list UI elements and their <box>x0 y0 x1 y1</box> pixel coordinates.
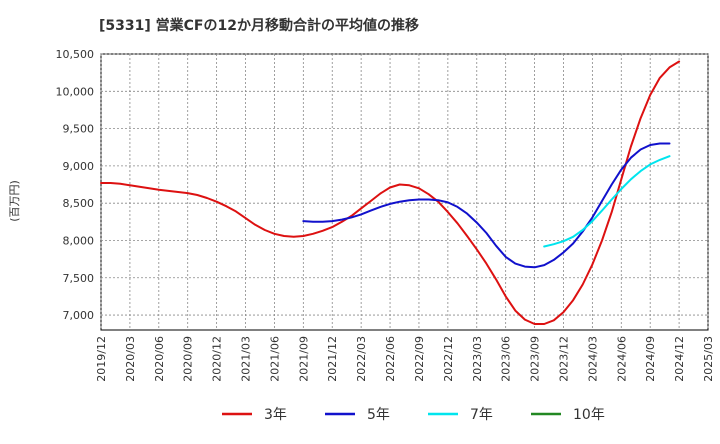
x-tick-label: 2020/03 <box>124 336 137 382</box>
x-tick-label: 2025/03 <box>702 336 715 382</box>
x-tick-label: 2023/12 <box>557 336 570 382</box>
series-line-2 <box>543 155 671 248</box>
x-tick-label: 2023/09 <box>529 336 542 382</box>
x-tick-label: 2022/03 <box>355 336 368 382</box>
legend-label-3: 10年 <box>573 407 605 423</box>
x-tick-label: 2021/09 <box>297 336 310 382</box>
x-tick-label: 2020/12 <box>211 336 224 382</box>
legend-label-0: 3年 <box>264 407 287 423</box>
y-tick-label: 9,500 <box>63 123 95 136</box>
x-tick-label: 2022/12 <box>442 336 455 382</box>
series-layer <box>100 60 681 325</box>
x-tick-label: 2023/06 <box>500 336 513 382</box>
x-tick-label: 2024/12 <box>673 336 686 382</box>
x-tick-label: 2021/12 <box>326 336 339 382</box>
x-tick-label: 2024/09 <box>644 336 657 382</box>
legend-label-1: 5年 <box>367 407 390 423</box>
x-tick-label: 2021/06 <box>268 336 281 382</box>
y-tick-label: 10,000 <box>56 85 95 98</box>
series-line-1 <box>302 142 671 269</box>
y-axis-label: (百万円) <box>8 180 21 222</box>
y-tick-label: 9,000 <box>63 160 95 173</box>
y-tick-label: 7,000 <box>63 309 95 322</box>
x-tick-label: 2022/09 <box>413 336 426 382</box>
x-tick-label: 2023/03 <box>471 336 484 382</box>
y-tick-label: 10,500 <box>56 48 95 61</box>
x-tick-label: 2024/06 <box>615 336 628 382</box>
chart-title: [5331] 営業CFの12か月移動合計の平均値の推移 <box>99 17 419 34</box>
x-tick-label: 2020/09 <box>182 336 195 382</box>
y-tick-label: 8,500 <box>63 197 95 210</box>
x-tick-label: 2021/03 <box>240 336 253 382</box>
y-tick-label: 8,000 <box>63 234 95 247</box>
legend: 3年 5年 7年 10年 <box>222 407 605 423</box>
y-tick-label: 7,500 <box>63 272 95 285</box>
x-tick-label: 2019/12 <box>95 336 108 382</box>
x-tick-label: 2020/06 <box>153 336 166 382</box>
legend-label-2: 7年 <box>470 407 493 423</box>
x-tick-label: 2022/06 <box>384 336 397 382</box>
x-tick-label: 2024/03 <box>586 336 599 382</box>
axis-layer: 7,000 7,500 8,000 8,500 9,000 9,500 10,000 10,5… <box>56 48 716 382</box>
series-line-0 <box>100 60 681 325</box>
